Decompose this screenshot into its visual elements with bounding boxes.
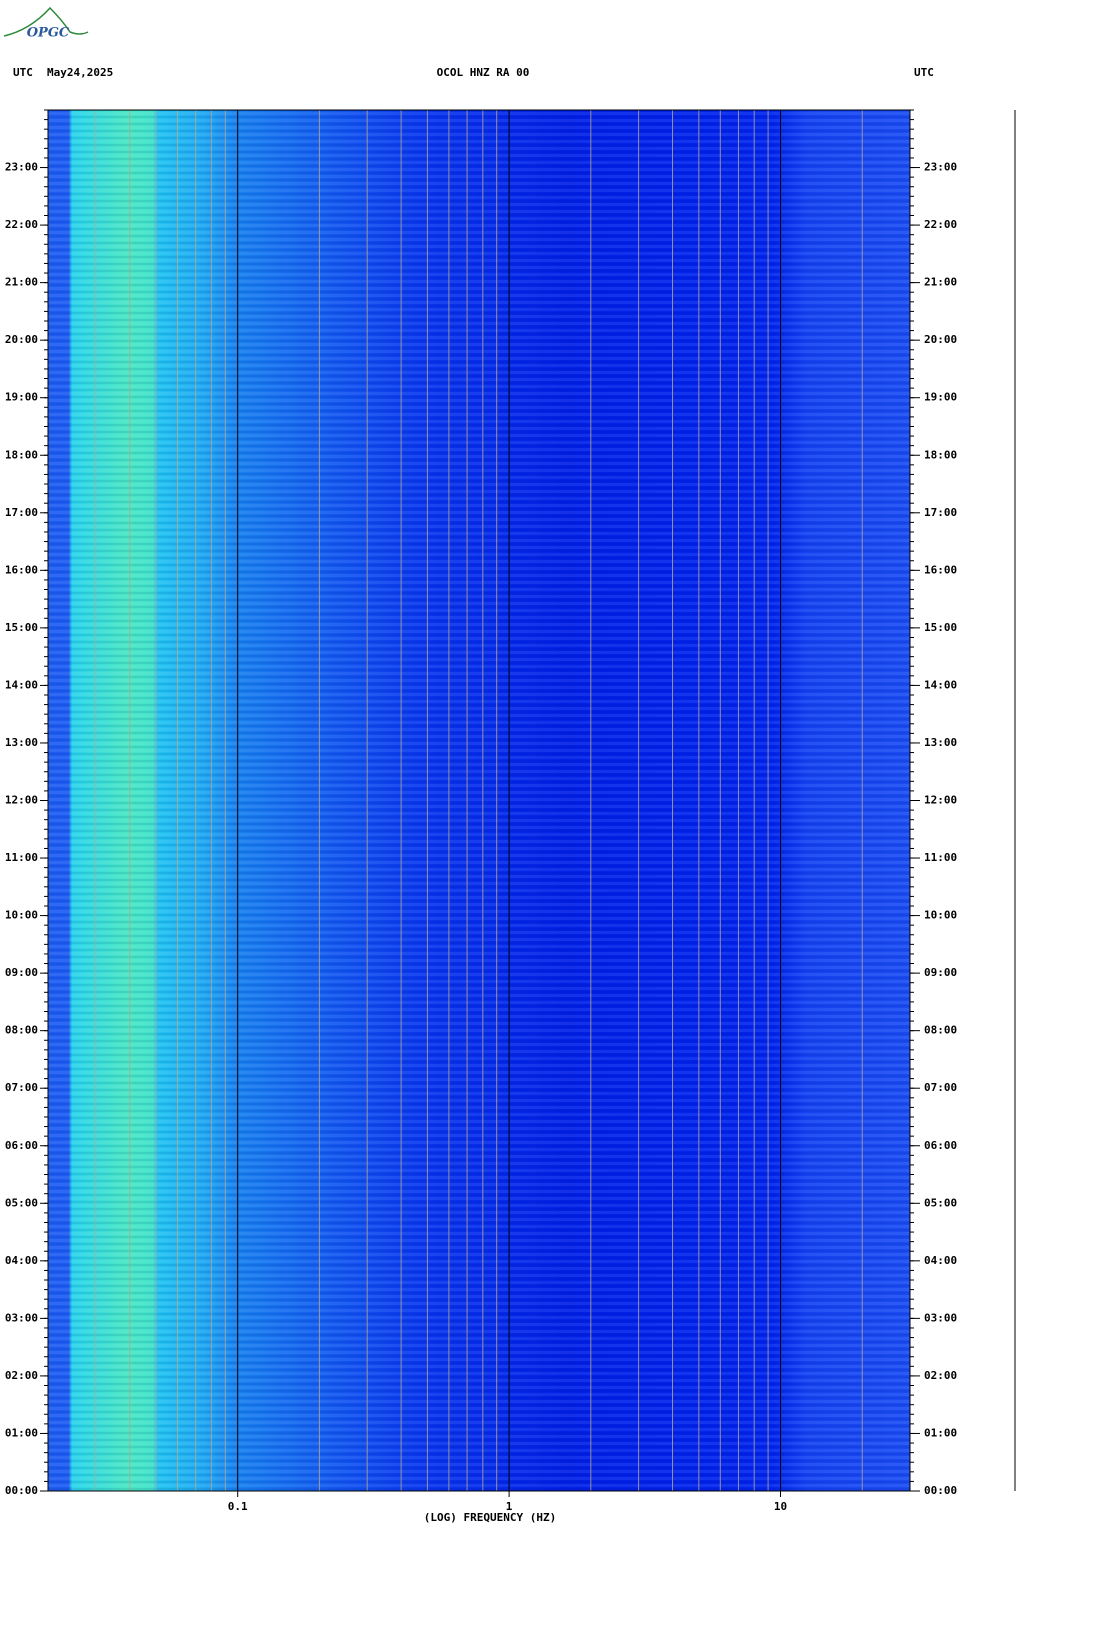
y-tick-label: 22:00 bbox=[5, 218, 38, 231]
x-tick-label: 0.1 bbox=[228, 1500, 248, 1513]
y-tick-label: 16:00 bbox=[924, 563, 957, 576]
y-tick-label: 20:00 bbox=[924, 333, 957, 346]
x-tick-label: 1 bbox=[506, 1500, 513, 1513]
y-tick-label: 12:00 bbox=[924, 794, 957, 807]
left-label: UTC bbox=[13, 66, 33, 79]
y-tick-label: 18:00 bbox=[5, 448, 38, 461]
y-tick-label: 21:00 bbox=[5, 276, 38, 289]
y-tick-label: 01:00 bbox=[5, 1426, 38, 1439]
y-tick-label: 20:00 bbox=[5, 333, 38, 346]
y-tick-label: 08:00 bbox=[924, 1024, 957, 1037]
y-tick-label: 19:00 bbox=[5, 391, 38, 404]
x-axis-label: (LOG) FREQUENCY (HZ) bbox=[424, 1511, 556, 1524]
spectrogram-texture bbox=[48, 110, 910, 1491]
y-tick-label: 02:00 bbox=[5, 1369, 38, 1382]
y-tick-label: 10:00 bbox=[924, 909, 957, 922]
y-tick-label: 09:00 bbox=[5, 966, 38, 979]
y-tick-label: 23:00 bbox=[5, 161, 38, 174]
y-tick-label: 14:00 bbox=[5, 678, 38, 691]
chart-title: OCOL HNZ RA 00 bbox=[437, 66, 530, 79]
y-tick-label: 19:00 bbox=[924, 391, 957, 404]
y-tick-label: 08:00 bbox=[5, 1024, 38, 1037]
date: May24,2025 bbox=[47, 66, 113, 79]
y-tick-label: 17:00 bbox=[924, 506, 957, 519]
y-tick-label: 12:00 bbox=[5, 794, 38, 807]
y-tick-label: 05:00 bbox=[924, 1196, 957, 1209]
y-tick-label: 07:00 bbox=[5, 1081, 38, 1094]
logo-text: OPGC bbox=[27, 26, 70, 41]
y-tick-label: 09:00 bbox=[924, 966, 957, 979]
y-tick-label: 04:00 bbox=[5, 1254, 38, 1267]
y-tick-label: 02:00 bbox=[924, 1369, 957, 1382]
y-tick-label: 10:00 bbox=[5, 909, 38, 922]
y-tick-label: 21:00 bbox=[924, 276, 957, 289]
y-tick-label: 11:00 bbox=[924, 851, 957, 864]
y-tick-label: 14:00 bbox=[924, 678, 957, 691]
y-tick-label: 16:00 bbox=[5, 563, 38, 576]
y-tick-label: 17:00 bbox=[5, 506, 38, 519]
y-tick-label: 00:00 bbox=[5, 1484, 38, 1497]
y-tick-label: 23:00 bbox=[924, 161, 957, 174]
y-tick-label: 11:00 bbox=[5, 851, 38, 864]
y-tick-label: 18:00 bbox=[924, 448, 957, 461]
y-tick-label: 15:00 bbox=[5, 621, 38, 634]
y-tick-label: 06:00 bbox=[5, 1139, 38, 1152]
y-tick-label: 00:00 bbox=[924, 1484, 957, 1497]
y-tick-label: 03:00 bbox=[924, 1311, 957, 1324]
y-tick-label: 01:00 bbox=[924, 1426, 957, 1439]
x-tick-label: 10 bbox=[774, 1500, 787, 1513]
y-tick-label: 13:00 bbox=[5, 736, 38, 749]
y-tick-label: 06:00 bbox=[924, 1139, 957, 1152]
y-tick-label: 03:00 bbox=[5, 1311, 38, 1324]
logo: OPGC bbox=[3, 6, 89, 41]
right-label: UTC bbox=[914, 66, 934, 79]
y-tick-label: 15:00 bbox=[924, 621, 957, 634]
y-tick-label: 13:00 bbox=[924, 736, 957, 749]
y-tick-label: 07:00 bbox=[924, 1081, 957, 1094]
y-tick-label: 22:00 bbox=[924, 218, 957, 231]
y-tick-label: 04:00 bbox=[924, 1254, 957, 1267]
y-tick-label: 05:00 bbox=[5, 1196, 38, 1209]
